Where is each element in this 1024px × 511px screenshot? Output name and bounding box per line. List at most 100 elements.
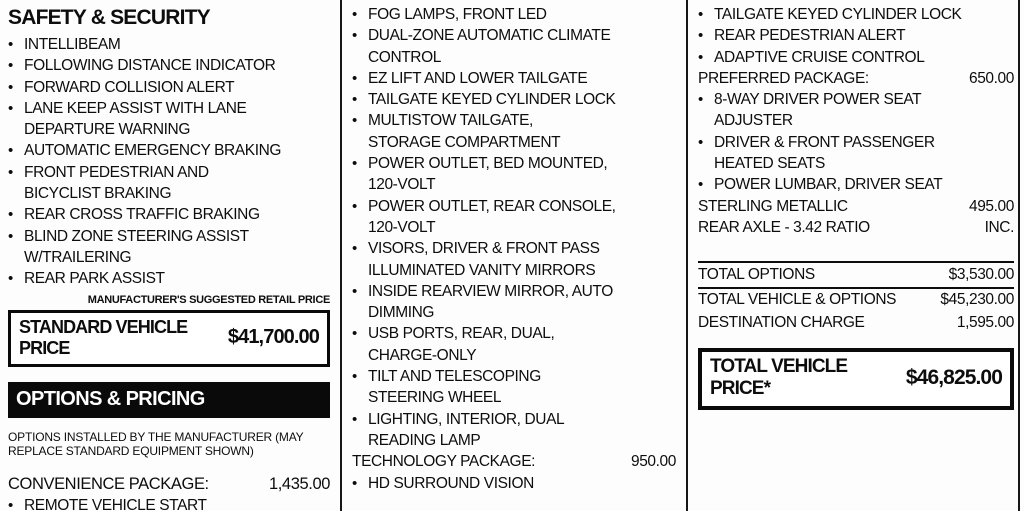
column-safety-pricing: SAFETY & SECURITY • INTELLIBEAM • FOLLOWIN… [8, 0, 330, 511]
feature-text: REAR PARK ASSIST [24, 270, 165, 288]
bullet-icon: • [352, 282, 357, 300]
feature-item: • FRONT PEDESTRIAN AND BICYCLIST BRAKING [8, 162, 330, 205]
total-vehicle-price-label: TOTAL VEHICLE PRICE* [710, 356, 848, 400]
bullet-icon: • [8, 206, 13, 224]
feature-item: • POWER LUMBAR, DRIVER SEAT [698, 174, 1014, 195]
msrp-label: MANUFACTURER'S SUGGESTED RETAIL PRICE [87, 293, 331, 306]
bullet-icon: • [8, 163, 13, 181]
feature-item: • POWER OUTLET, REAR CONSOLE, 120-VOLT [352, 196, 676, 239]
total-label: TOTAL OPTIONS [698, 266, 815, 284]
feature-item: • EZ LIFT AND LOWER TAILGATE [352, 68, 676, 89]
feature-item: • REMOTE VEHICLE START [8, 495, 330, 511]
feature-item: • USB PORTS, REAR, DUAL, CHARGE-ONLY [352, 323, 676, 366]
feature-text: VISORS, DRIVER & FRONT PASS ILLUMINATED … [368, 240, 600, 279]
bullet-icon: • [698, 91, 703, 109]
column-features: • FOG LAMPS, FRONT LED • DUAL-ZONE AUTOMAT… [352, 0, 676, 494]
bullet-icon: • [8, 496, 13, 511]
bullet-icon: • [352, 155, 357, 173]
option-package-price: 1,435.00 [268, 474, 330, 493]
feature-text: REAR PEDESTRIAN ALERT [714, 27, 906, 45]
option-package-label: CONVENIENCE PACKAGE: [8, 474, 209, 493]
feature-text: POWER LUMBAR, DRIVER SEAT [714, 176, 943, 194]
technology-package-items: • HD SURROUND VISION [352, 473, 676, 494]
bullet-icon: • [8, 270, 13, 288]
option-package-label: TECHNOLOGY PACKAGE: [352, 453, 536, 471]
total-value: $3,530.00 [948, 266, 1015, 284]
bullet-icon: • [352, 112, 357, 130]
column-divider [340, 0, 342, 511]
option-package-label: PREFERRED PACKAGE: [698, 69, 869, 87]
standard-price-value: $41,700.00 [227, 326, 320, 349]
total-vehicle-options-row: TOTAL VEHICLE & OPTIONS $45,230.00 [698, 289, 1014, 312]
feature-text: TAILGATE KEYED CYLINDER LOCK [368, 91, 616, 109]
feature-text: HD SURROUND VISION [368, 474, 534, 492]
feature-item: • MULTISTOW TAILGATE, STORAGE COMPARTMENT [352, 110, 676, 153]
bullet-icon: • [352, 197, 357, 215]
feature-item: • DUAL-ZONE AUTOMATIC CLIMATE CONTROL [352, 25, 676, 68]
feature-text: USB PORTS, REAR, DUAL, CHARGE-ONLY [368, 325, 555, 364]
feature-text: INTELLIBEAM [24, 36, 121, 53]
feature-text: POWER OUTLET, BED MOUNTED, 120-VOLT [368, 155, 608, 194]
feature-item: • INSIDE REARVIEW MIRROR, AUTO DIMMING [352, 281, 676, 324]
bullet-icon: • [352, 368, 357, 386]
feature-item: • POWER OUTLET, BED MOUNTED, 120-VOLT [352, 153, 676, 196]
feature-item: • FORWARD COLLISION ALERT [8, 77, 330, 98]
feature-text: FOG LAMPS, FRONT LED [368, 6, 547, 23]
feature-item: • VISORS, DRIVER & FRONT PASS ILLUMINATED… [352, 238, 676, 281]
feature-text: REAR CROSS TRAFFIC BRAKING [24, 206, 260, 224]
feature-item: • BLIND ZONE STEERING ASSIST W/TRAILERING [8, 226, 330, 269]
safety-security-heading: SAFETY & SECURITY [8, 6, 211, 29]
feature-item: • AUTOMATIC EMERGENCY BRAKING [8, 140, 330, 161]
feature-item: • FOLLOWING DISTANCE INDICATOR [8, 55, 330, 76]
bullet-icon: • [352, 91, 357, 109]
option-price: 495.00 [968, 197, 1014, 215]
feature-text: EZ LIFT AND LOWER TAILGATE [368, 69, 588, 87]
feature-text: FORWARD COLLISION ALERT [24, 78, 235, 96]
option-label: STERLING METALLIC [698, 197, 848, 215]
bullet-icon: • [698, 6, 703, 23]
technology-package-row: TECHNOLOGY PACKAGE: 950.00 [352, 451, 676, 472]
feature-list: • FOG LAMPS, FRONT LED • DUAL-ZONE AUTOMAT… [352, 4, 676, 451]
option-package-price: 950.00 [630, 453, 676, 471]
bullet-icon: • [8, 227, 13, 245]
feature-text: TAILGATE KEYED CYLINDER LOCK [714, 6, 962, 23]
feature-item: • DRIVER & FRONT PASSENGER HEATED SEATS [698, 132, 1014, 175]
column-divider [686, 0, 688, 511]
bullet-icon: • [698, 48, 703, 66]
feature-text: FOLLOWING DISTANCE INDICATOR [24, 57, 276, 75]
feature-item: • ADAPTIVE CRUISE CONTROL [698, 47, 1014, 68]
feature-item: • FOG LAMPS, FRONT LED [352, 4, 676, 25]
bullet-icon: • [8, 36, 13, 53]
feature-text: LIGHTING, INTERIOR, DUAL READING LAMP [368, 410, 565, 449]
options-note: OPTIONS INSTALLED BY THE MANUFACTURER (M… [8, 429, 304, 459]
total-value: $45,230.00 [940, 291, 1014, 309]
feature-item: • TAILGATE KEYED CYLINDER LOCK [698, 4, 1014, 25]
bullet-icon: • [8, 99, 13, 117]
bullet-icon: • [352, 410, 357, 428]
feature-text: TILT AND TELESCOPING STEERING WHEEL [368, 368, 541, 407]
convenience-package-items: • REMOTE VEHICLE START [8, 495, 330, 511]
bullet-icon: • [698, 27, 703, 45]
bullet-icon: • [352, 27, 357, 45]
bullet-icon: • [698, 176, 703, 194]
bullet-icon: • [352, 69, 357, 87]
feature-item: • HD SURROUND VISION [352, 473, 676, 494]
bullet-icon: • [352, 325, 357, 343]
feature-text: DRIVER & FRONT PASSENGER HEATED SEATS [714, 133, 935, 173]
bullet-icon: • [8, 57, 13, 75]
preferred-package-row: PREFERRED PACKAGE: 650.00 [698, 68, 1014, 89]
destination-charge-row: DESTINATION CHARGE 1,595.00 [698, 312, 1014, 335]
feature-text: INSIDE REARVIEW MIRROR, AUTO DIMMING [368, 282, 613, 322]
total-label: TOTAL VEHICLE & OPTIONS [698, 291, 897, 309]
page-right-border [1018, 0, 1020, 511]
standard-vehicle-price-box: STANDARD VEHICLE PRICE $41,700.00 [8, 309, 330, 367]
feature-item: • LIGHTING, INTERIOR, DUAL READING LAMP [352, 409, 676, 452]
feature-item: • TAILGATE KEYED CYLINDER LOCK [352, 89, 676, 110]
feature-text: AUTOMATIC EMERGENCY BRAKING [24, 142, 282, 160]
options-pricing-heading: OPTIONS & PRICING [8, 381, 330, 418]
feature-item: • LANE KEEP ASSIST WITH LANE DEPARTURE WA… [8, 98, 330, 141]
feature-text: LANE KEEP ASSIST WITH LANE DEPARTURE WAR… [24, 99, 247, 139]
bullet-icon: • [698, 133, 703, 151]
feature-item: • REAR PARK ASSIST [8, 268, 330, 289]
